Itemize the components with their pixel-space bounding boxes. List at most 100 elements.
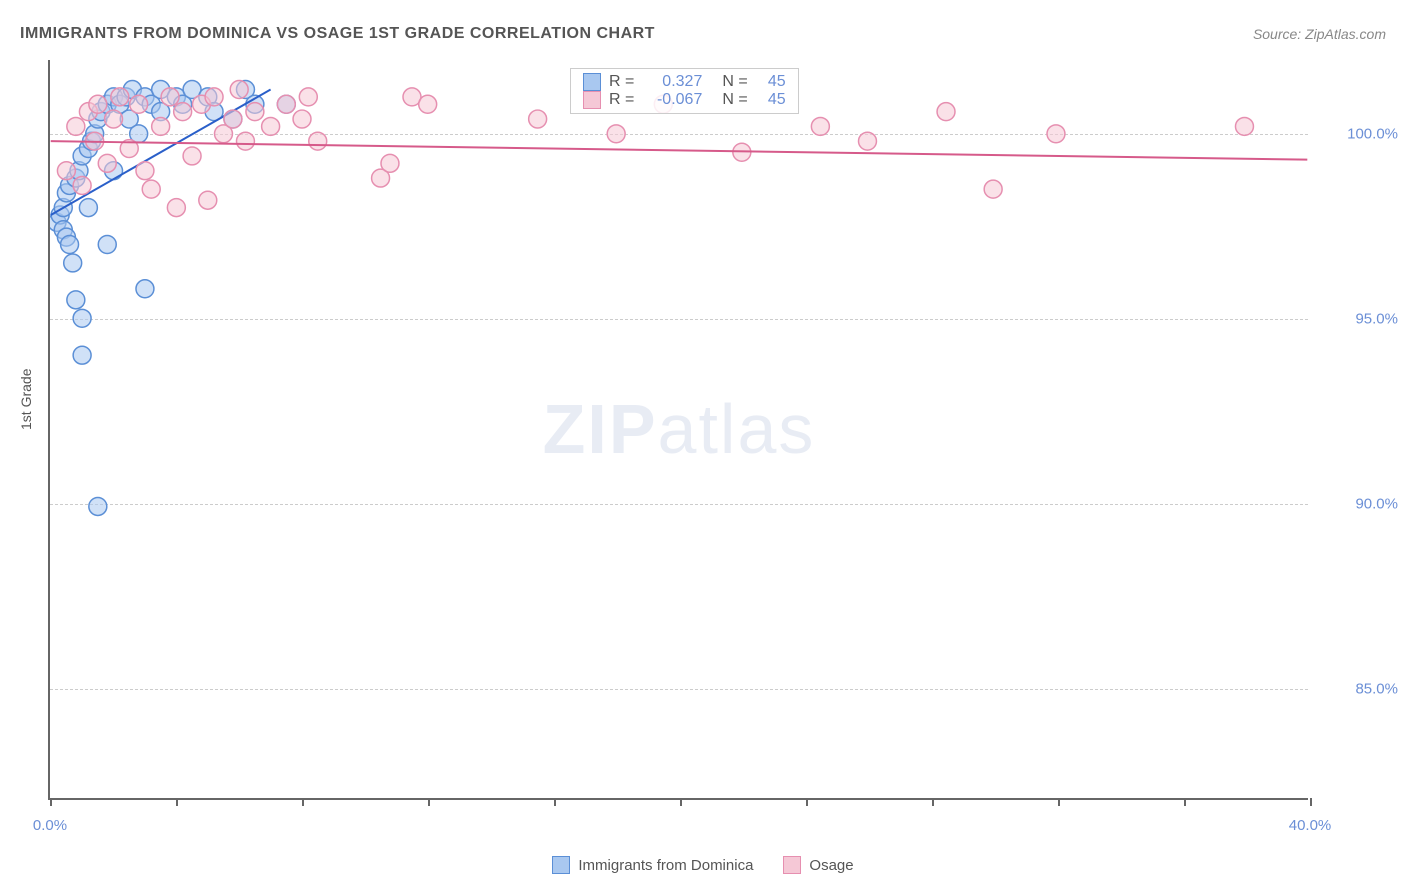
y-tick-label: 100.0% <box>1318 126 1398 143</box>
source-label: Source: ZipAtlas.com <box>1253 26 1386 42</box>
x-tick <box>806 798 808 806</box>
scatter-point <box>136 280 154 298</box>
stat-r-value: -0.067 <box>642 91 702 109</box>
y-axis-label: 1st Grade <box>18 369 34 430</box>
scatter-point <box>381 154 399 172</box>
scatter-point <box>167 199 185 217</box>
stat-r-label: R = <box>609 91 634 109</box>
scatter-point <box>193 95 211 113</box>
scatter-point <box>199 191 217 209</box>
scatter-point <box>111 95 129 113</box>
legend-swatch <box>552 856 570 874</box>
scatter-point <box>293 110 311 128</box>
scatter-point <box>937 103 955 121</box>
scatter-point <box>224 110 242 128</box>
scatter-point <box>61 236 79 254</box>
scatter-point <box>419 95 437 113</box>
gridline <box>50 319 1308 320</box>
scatter-point <box>73 147 91 165</box>
scatter-point <box>79 199 97 217</box>
scatter-point <box>117 88 135 106</box>
legend-label: Osage <box>809 857 853 874</box>
scatter-point <box>105 88 123 106</box>
scatter-point <box>161 88 179 106</box>
scatter-point <box>67 169 85 187</box>
scatter-point <box>1235 117 1253 135</box>
legend-stats: R =0.327N =45R = -0.067 N = 45 <box>570 68 799 114</box>
legend-swatch <box>583 91 601 109</box>
x-tick <box>680 798 682 806</box>
watermark-bold: ZIP <box>543 390 658 468</box>
scatter-point <box>73 346 91 364</box>
scatter-point <box>105 162 123 180</box>
scatter-point <box>136 88 154 106</box>
scatter-point <box>299 88 317 106</box>
scatter-point <box>89 95 107 113</box>
scatter-point <box>403 88 421 106</box>
gridline <box>50 689 1308 690</box>
scatter-point <box>277 95 295 113</box>
scatter-point <box>246 103 264 121</box>
scatter-point <box>142 180 160 198</box>
stat-n-value: 45 <box>756 91 786 109</box>
legend-bottom: Immigrants from Dominica Osage <box>0 856 1406 874</box>
scatter-point <box>67 291 85 309</box>
x-tick <box>554 798 556 806</box>
scatter-point <box>98 236 116 254</box>
scatter-point <box>120 140 138 158</box>
scatter-point <box>205 88 223 106</box>
chart-svg <box>50 60 1308 798</box>
stat-n-label: N = <box>722 73 747 91</box>
scatter-point <box>529 110 547 128</box>
scatter-point <box>130 95 148 113</box>
regression-line <box>51 141 1308 159</box>
y-tick-label: 85.0% <box>1318 681 1398 698</box>
scatter-point <box>262 117 280 135</box>
scatter-point <box>79 140 97 158</box>
scatter-point <box>123 81 141 99</box>
scatter-point <box>51 206 69 224</box>
scatter-point <box>199 88 217 106</box>
scatter-point <box>136 162 154 180</box>
scatter-point <box>57 162 75 180</box>
scatter-point <box>230 81 248 99</box>
scatter-point <box>79 103 97 121</box>
legend-stat-row: R =0.327N =45 <box>583 73 786 91</box>
y-tick-label: 95.0% <box>1318 311 1398 328</box>
scatter-point <box>64 254 82 272</box>
legend-label: Immigrants from Dominica <box>578 857 753 874</box>
scatter-point <box>89 110 107 128</box>
scatter-point <box>142 95 160 113</box>
x-tick-label: 40.0% <box>1289 817 1332 834</box>
x-tick <box>1310 798 1312 806</box>
plot-area: ZIPatlas 85.0%90.0%95.0%100.0%0.0%40.0% <box>48 60 1308 800</box>
y-tick-label: 90.0% <box>1318 496 1398 513</box>
x-tick <box>50 798 52 806</box>
gridline <box>50 134 1308 135</box>
scatter-point <box>54 199 72 217</box>
title-bar: IMMIGRANTS FROM DOMINICA VS OSAGE 1ST GR… <box>20 25 1386 43</box>
x-tick <box>1058 798 1060 806</box>
chart-title: IMMIGRANTS FROM DOMINICA VS OSAGE 1ST GR… <box>20 25 655 43</box>
legend-item: Immigrants from Dominica <box>552 856 753 874</box>
scatter-point <box>152 117 170 135</box>
scatter-point <box>205 103 223 121</box>
x-tick <box>1184 798 1186 806</box>
scatter-point <box>733 143 751 161</box>
legend-swatch <box>583 73 601 91</box>
scatter-point <box>98 154 116 172</box>
stat-r-label: R = <box>609 73 634 91</box>
scatter-point <box>811 117 829 135</box>
scatter-point <box>174 95 192 113</box>
x-tick <box>932 798 934 806</box>
watermark-light: atlas <box>658 390 816 468</box>
legend-swatch <box>783 856 801 874</box>
scatter-point <box>372 169 390 187</box>
x-tick <box>428 798 430 806</box>
scatter-point <box>277 95 295 113</box>
scatter-point <box>50 213 66 231</box>
scatter-point <box>54 221 72 239</box>
scatter-point <box>57 184 75 202</box>
scatter-point <box>61 176 79 194</box>
scatter-point <box>89 498 107 516</box>
